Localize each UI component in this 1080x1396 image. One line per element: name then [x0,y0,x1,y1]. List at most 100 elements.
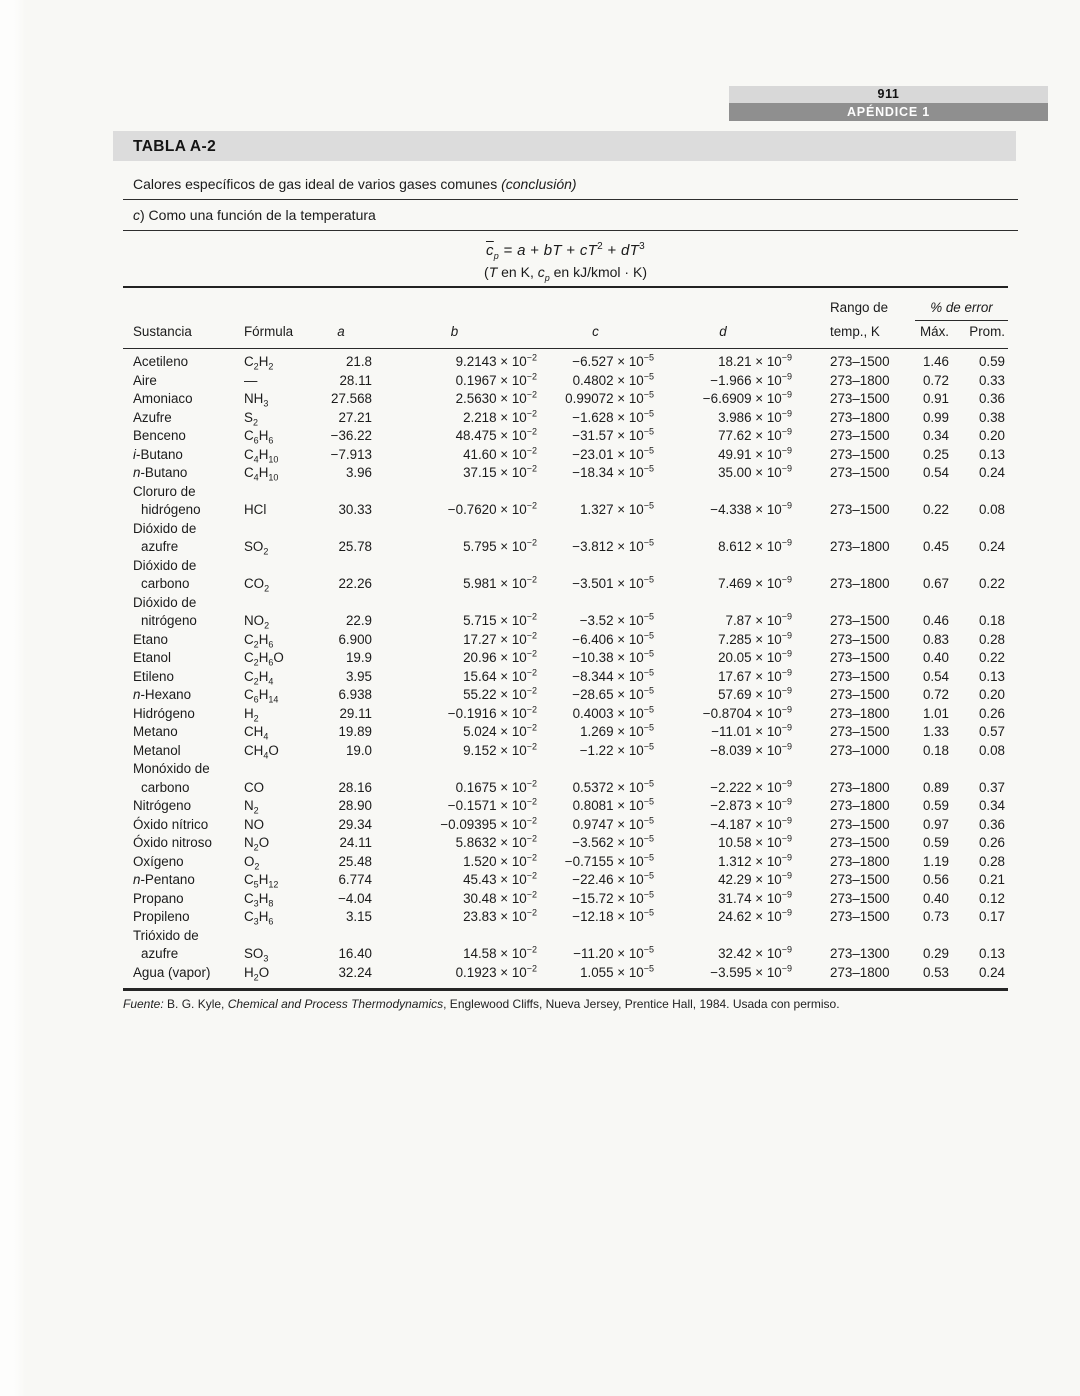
temp-range-cell: 273–1500 [830,668,890,684]
error-prom-cell: 0.08 [978,502,1005,517]
table-row: Óxido nítrico NO 29.34 −0.09395 × 10−2 0.974… [123,816,1008,835]
col-header-a: a [337,324,345,339]
error-prom-cell: 0.24 [978,539,1005,554]
col-header-error-group: % de error [915,297,1008,321]
coeff-b-cell: 0.1923 × 10−2 [455,963,537,980]
substance-cell: Acetileno [133,354,189,369]
coeff-a-cell: 22.9 [345,613,372,628]
table-row: i-Butano C4H10 −7.913 41.60 × 10−2 −23.01 × … [123,446,1008,465]
error-max-cell: 1.19 [922,853,949,869]
coeff-a-cell: 25.48 [338,853,372,869]
formula-cell: SO3 [244,946,269,964]
coeff-a-cell: −36.22 [330,428,372,443]
coeff-b-cell: 37.15 × 10−2 [463,463,537,480]
formula-cell: HCl [244,502,267,517]
temp-range-cell: 273–1800 [830,779,890,795]
error-prom-cell: 0.22 [978,650,1005,665]
col-header-range-line1: Rango de [830,300,889,315]
substance-cell: Benceno [133,428,186,443]
substance-cell: Agua (vapor) [133,964,211,980]
coeff-c-cell: −6.406 × 10−5 [572,630,654,647]
table-row: Azufre S2 27.21 2.218 × 10−2 −1.628 × 10−5 3.… [123,409,1008,428]
coeff-b-cell: 5.981 × 10−2 [463,574,537,591]
substance-cell: Cloruro de [133,483,196,499]
coeff-a-cell: 6.938 [338,687,372,702]
substance-cell: Óxido nítrico [133,816,209,832]
substance-cell: Oxígeno [133,853,184,869]
temp-range-cell: 273–1500 [830,631,890,647]
coeff-a-cell: 27.21 [338,409,372,425]
coeff-b-cell: 45.43 × 10−2 [463,870,537,887]
coeff-c-cell: −11.20 × 10−5 [573,944,654,961]
error-max-cell: 0.54 [922,668,949,684]
source-note: Fuente: B. G. Kyle, Chemical and Process… [123,997,840,1011]
table-header-row-1: Rango de % de error [123,297,1008,321]
coeff-d-cell: −2.873 × 10−9 [710,796,792,813]
error-max-cell: 0.25 [922,446,949,462]
substance-cell: Aire [133,372,157,388]
substance-cell: Nitrógeno [133,798,192,813]
coeff-b-cell: 15.64 × 10−2 [463,667,537,684]
error-prom-cell: 0.21 [978,872,1005,887]
coeff-d-cell: 32.42 × 10−9 [718,944,792,961]
substance-cell: Óxido nitroso [133,835,212,850]
coeff-a-cell: 30.33 [338,502,372,517]
formula-cell: CO2 [244,576,270,594]
formula-cell: C2H2 [244,354,274,372]
formula-cell: C4H10 [244,446,279,465]
temp-range-cell: 273–1500 [830,391,890,406]
coeff-b-cell: 0.1675 × 10−2 [455,778,537,795]
error-max-cell: 0.72 [922,687,949,702]
formula-cell: CO [244,779,265,795]
temp-range-cell: 273–1500 [830,465,890,480]
coeff-c-cell: −23.01 × 10−5 [572,445,654,462]
table-block: TABLA A-2 Calores específicos de gas ide… [113,131,1018,1011]
coeff-c-cell: −8.344 × 10−5 [572,667,654,684]
error-prom-cell: 0.26 [978,705,1005,721]
formula-cell: O2 [244,853,260,872]
coeff-b-cell: 2.218 × 10−2 [463,408,537,425]
coeff-a-cell: 25.78 [338,539,372,554]
coeff-a-cell: 21.8 [345,354,372,369]
error-prom-cell: 0.13 [978,946,1005,961]
coeff-d-cell: 42.29 × 10−9 [718,870,792,887]
table-subtitle: Calores específicos de gas ideal de vari… [123,176,1018,200]
table-row: Acetileno C2H2 21.8 9.2143 × 10−2 −6.527 × 1… [123,353,1008,372]
coeff-b-cell: 5.024 × 10−2 [463,722,537,739]
formula-cell: H2 [244,705,259,724]
coeff-a-cell: 32.24 [338,964,372,980]
coeff-a-cell: 27.568 [331,391,372,406]
col-header-formula: Fórmula [244,324,294,339]
coeff-c-cell: −3.562 × 10−5 [572,833,654,850]
error-prom-cell: 0.20 [978,687,1005,702]
formula-cell: N2 [244,798,259,816]
col-header-d: d [719,324,727,339]
coeff-b-cell: 41.60 × 10−2 [463,445,537,462]
error-max-cell: 0.56 [922,872,949,887]
temp-range-cell: 273–1800 [830,964,890,980]
temp-range-cell: 273–1500 [830,502,890,517]
coeff-a-cell: 3.95 [345,668,372,684]
table-row: Hidrógeno H2 29.11 −0.1916 × 10−2 0.4003 × 1… [123,705,1008,724]
error-prom-cell: 0.13 [978,446,1005,462]
coeff-d-cell: 7.469 × 10−9 [718,574,792,591]
coeff-b-cell: 20.96 × 10−2 [463,648,537,665]
coeff-a-cell: 6.774 [338,872,372,887]
coeff-b-cell: 5.795 × 10−2 [463,537,537,554]
error-prom-cell: 0.26 [978,835,1005,850]
coeff-c-cell: −22.46 × 10−5 [572,870,654,887]
coeff-c-cell: 0.9747 × 10−5 [572,815,654,832]
error-prom-cell: 0.59 [978,354,1005,369]
substance-cell: n-Hexano [133,687,192,702]
coeff-b-cell: 0.1967 × 10−2 [455,371,537,388]
formula-cell: C3H6 [244,909,274,927]
error-prom-cell: 0.34 [978,798,1005,813]
substance-cell: Metano [133,724,178,739]
formula-cell: NO2 [244,613,270,631]
coeff-d-cell: −6.6909 × 10−9 [702,389,792,406]
substance-cell: n-Butano [133,465,188,480]
coeff-b-cell: 5.8632 × 10−2 [455,833,537,850]
coeff-d-cell: 31.74 × 10−9 [718,889,792,906]
formula-cell: C4H10 [244,465,279,483]
temp-range-cell: 273–1500 [830,354,890,369]
